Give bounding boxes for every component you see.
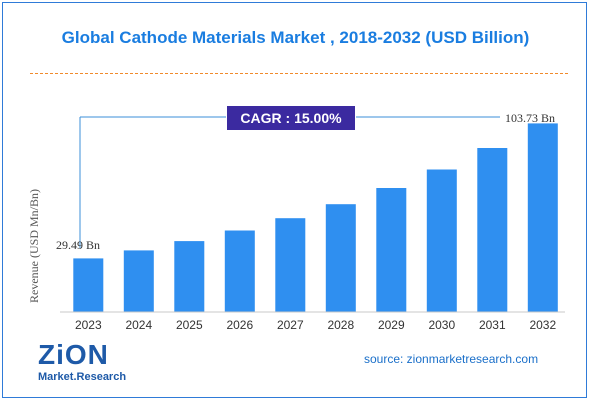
x-tick-2027: 2027 [277,318,304,332]
x-tick-2028: 2028 [327,318,354,332]
x-tick-2023: 2023 [75,318,102,332]
x-tick-2025: 2025 [176,318,203,332]
logo-subtitle: Market.Research [38,371,127,383]
x-tick-2026: 2026 [226,318,253,332]
x-tick-2031: 2031 [479,318,506,332]
x-tick-2032: 2032 [529,318,556,332]
logo-wordmark: ZiON [38,339,109,370]
bar-2031 [477,148,508,312]
bar-2030 [426,169,457,312]
title-divider [30,73,568,74]
x-tick-2024: 2024 [125,318,152,332]
bar-2024 [123,250,154,312]
bars-group [73,123,558,313]
y-axis-label: Revenue (USD Mn/Bn) [27,189,41,303]
bar-2029 [376,188,407,312]
zion-logo: ZiON Market.Research [38,340,128,390]
bar-2027 [275,218,306,312]
bar-2026 [224,230,255,312]
data-label-last: 103.73 Bn [505,111,555,125]
bar-2025 [174,241,205,312]
cagr-box [227,106,355,130]
source-text: source: zionmarketresearch.com [364,352,539,366]
x-tick-2030: 2030 [428,318,455,332]
bar-2028 [325,204,356,312]
bar-2023 [73,258,104,312]
tick-labels-group: 2023 2024 2025 2026 2027 2028 2029 2030 2031 2032 [75,318,557,332]
data-label-first: 29.49 Bn [56,238,100,252]
bar-2032 [527,123,558,313]
cagr-label: CAGR : 15.00% [240,110,342,126]
x-tick-2029: 2029 [378,318,405,332]
chart-title: Global Cathode Materials Market , 2018-2… [61,28,530,47]
